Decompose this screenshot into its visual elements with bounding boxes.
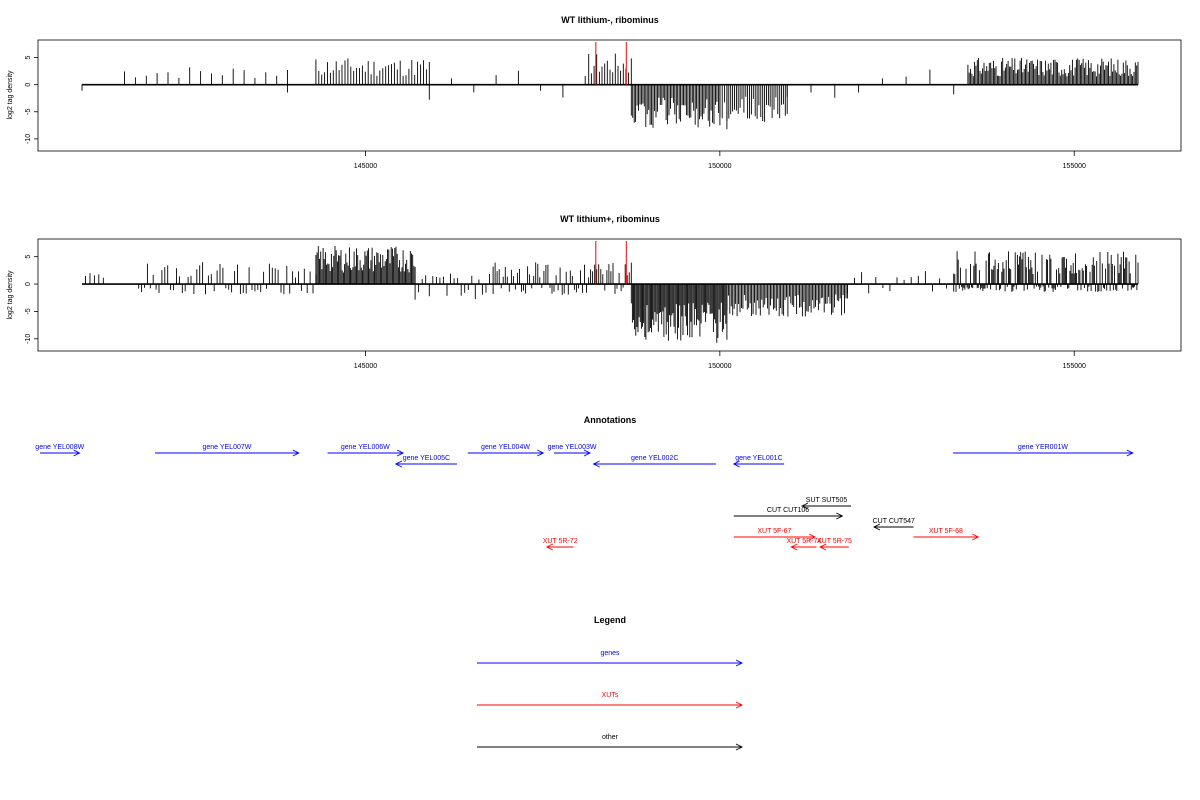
x-tick-label: 150000 bbox=[708, 163, 731, 170]
y-tick-label: -10 bbox=[25, 134, 32, 144]
arrowhead bbox=[73, 449, 81, 457]
arrowhead bbox=[592, 460, 600, 468]
annotation-xut: XUT 5R-74 bbox=[786, 538, 821, 551]
feature-label: CUT CUT106 bbox=[767, 507, 809, 514]
arrowhead bbox=[537, 449, 545, 457]
feature-label: SUT SUT505 bbox=[806, 497, 848, 504]
panel-1-frame bbox=[37, 39, 1182, 152]
legend-item-gene: genes bbox=[477, 650, 744, 667]
track-panel-2: WT lithium+, ribominus 5 0 -5 -10 145000 1500… bbox=[7, 214, 1182, 370]
annotation-gene: gene YEL004W bbox=[467, 444, 545, 457]
arrowhead bbox=[545, 543, 554, 551]
annotation-gene: gene YEL005C bbox=[394, 455, 457, 468]
arrowhead bbox=[790, 543, 798, 551]
annotation-gene: gene YEL007W bbox=[155, 444, 300, 457]
annotation-xut: XUT 5R-72 bbox=[543, 538, 578, 551]
annotation-gene: gene YEL001C bbox=[732, 455, 785, 468]
arrowhead bbox=[801, 502, 809, 510]
legend-item-other: other bbox=[477, 734, 744, 751]
arrowhead bbox=[396, 449, 405, 457]
annotation-gene: gene YEL006W bbox=[327, 444, 405, 457]
panel-2-frame bbox=[37, 238, 1182, 352]
annotation-gene: gene YEL008W bbox=[35, 444, 85, 457]
feature-label: gene YEL001C bbox=[735, 455, 782, 462]
panel-2-ylabel: log2 tag density bbox=[7, 270, 14, 320]
arrowhead bbox=[735, 659, 744, 667]
panel-1-axes: 5 0 -5 -10 145000 150000 155000 bbox=[25, 56, 1086, 170]
annotation-xut: XUT 5F-67 bbox=[733, 528, 817, 541]
legend-entries: genes XUTs other bbox=[477, 650, 744, 751]
legend-label: other bbox=[602, 734, 619, 741]
annotations-title: Annotations bbox=[584, 415, 637, 425]
feature-label: gene YEL004W bbox=[481, 444, 530, 451]
track-panel-1: WT lithium-, ribominus 5 0 -5 -10 145000 1500… bbox=[7, 15, 1182, 170]
arrowhead bbox=[583, 449, 592, 457]
annotation-other: CUT CUT547 bbox=[872, 518, 915, 531]
arrowhead bbox=[735, 701, 744, 709]
feature-label: gene YEL002C bbox=[631, 455, 678, 462]
y-tick-label: -10 bbox=[25, 334, 32, 344]
y-tick-label: -5 bbox=[25, 308, 32, 314]
panel-2-axes: 5 0 -5 -10 145000 150000 155000 bbox=[25, 255, 1086, 370]
feature-label: gene YEL007W bbox=[202, 444, 251, 451]
feature-label: gene YEL006W bbox=[341, 444, 390, 451]
arrowhead bbox=[1126, 449, 1134, 457]
y-tick-label: 5 bbox=[25, 56, 32, 60]
annotation-xut: XUT 5R-75 bbox=[817, 538, 852, 551]
feature-label: XUT 5R-72 bbox=[543, 538, 578, 545]
annotation-other: SUT SUT505 bbox=[801, 497, 851, 510]
panel-1-ylabel: log2 tag density bbox=[7, 70, 14, 120]
y-tick-label: -5 bbox=[25, 109, 32, 115]
annotation-gene: gene YER001W bbox=[953, 444, 1134, 457]
annotation-xut: XUT 5F-68 bbox=[913, 528, 980, 541]
annotations-panel: Annotations gene YEL008W gene YEL007W gene… bbox=[35, 415, 1134, 551]
arrowhead bbox=[872, 523, 881, 531]
legend-panel: Legend genes XUTs other bbox=[477, 615, 744, 751]
annotation-gene: gene YEL002C bbox=[592, 455, 716, 468]
legend-label: genes bbox=[600, 650, 620, 657]
feature-label: gene YEL003W bbox=[548, 444, 597, 451]
arrowhead bbox=[292, 449, 300, 457]
panel-2-bars bbox=[82, 241, 1139, 343]
arrowhead bbox=[972, 533, 980, 541]
y-tick-label: 5 bbox=[25, 255, 32, 259]
x-tick-label: 155000 bbox=[1063, 163, 1086, 170]
legend-item-xut: XUTs bbox=[477, 692, 744, 709]
y-tick-label: 0 bbox=[25, 83, 32, 87]
feature-label: XUT 5R-75 bbox=[817, 538, 852, 545]
feature-label: CUT CUT547 bbox=[873, 518, 915, 525]
panel-1-bars bbox=[81, 42, 1139, 130]
legend-label: XUTs bbox=[602, 692, 619, 699]
x-tick-label: 150000 bbox=[708, 363, 731, 370]
feature-label: gene YEL008W bbox=[35, 444, 84, 451]
feature-label: gene YEL005C bbox=[403, 455, 450, 462]
y-tick-label: 0 bbox=[25, 282, 32, 286]
annotation-gene: gene YEL003W bbox=[548, 444, 597, 457]
arrowhead bbox=[819, 543, 827, 551]
arrowhead bbox=[735, 743, 744, 751]
annotation-other: CUT CUT106 bbox=[733, 507, 844, 520]
feature-label: gene YER001W bbox=[1018, 444, 1068, 451]
arrowhead bbox=[808, 533, 817, 541]
feature-label: XUT 5R-74 bbox=[786, 538, 821, 545]
feature-label: XUT 5F-68 bbox=[929, 528, 963, 535]
panel-2-title: WT lithium+, ribominus bbox=[560, 214, 660, 224]
x-tick-label: 145000 bbox=[354, 163, 377, 170]
x-tick-label: 145000 bbox=[354, 363, 377, 370]
feature-label: XUT 5F-67 bbox=[757, 528, 791, 535]
arrowhead bbox=[732, 460, 740, 468]
legend-title: Legend bbox=[594, 615, 626, 625]
arrowhead bbox=[836, 512, 844, 520]
panel-1-title: WT lithium-, ribominus bbox=[561, 15, 659, 25]
x-tick-label: 155000 bbox=[1063, 363, 1086, 370]
arrowhead bbox=[394, 460, 403, 468]
annotation-features: gene YEL008W gene YEL007W gene YEL006W gene… bbox=[35, 444, 1134, 551]
